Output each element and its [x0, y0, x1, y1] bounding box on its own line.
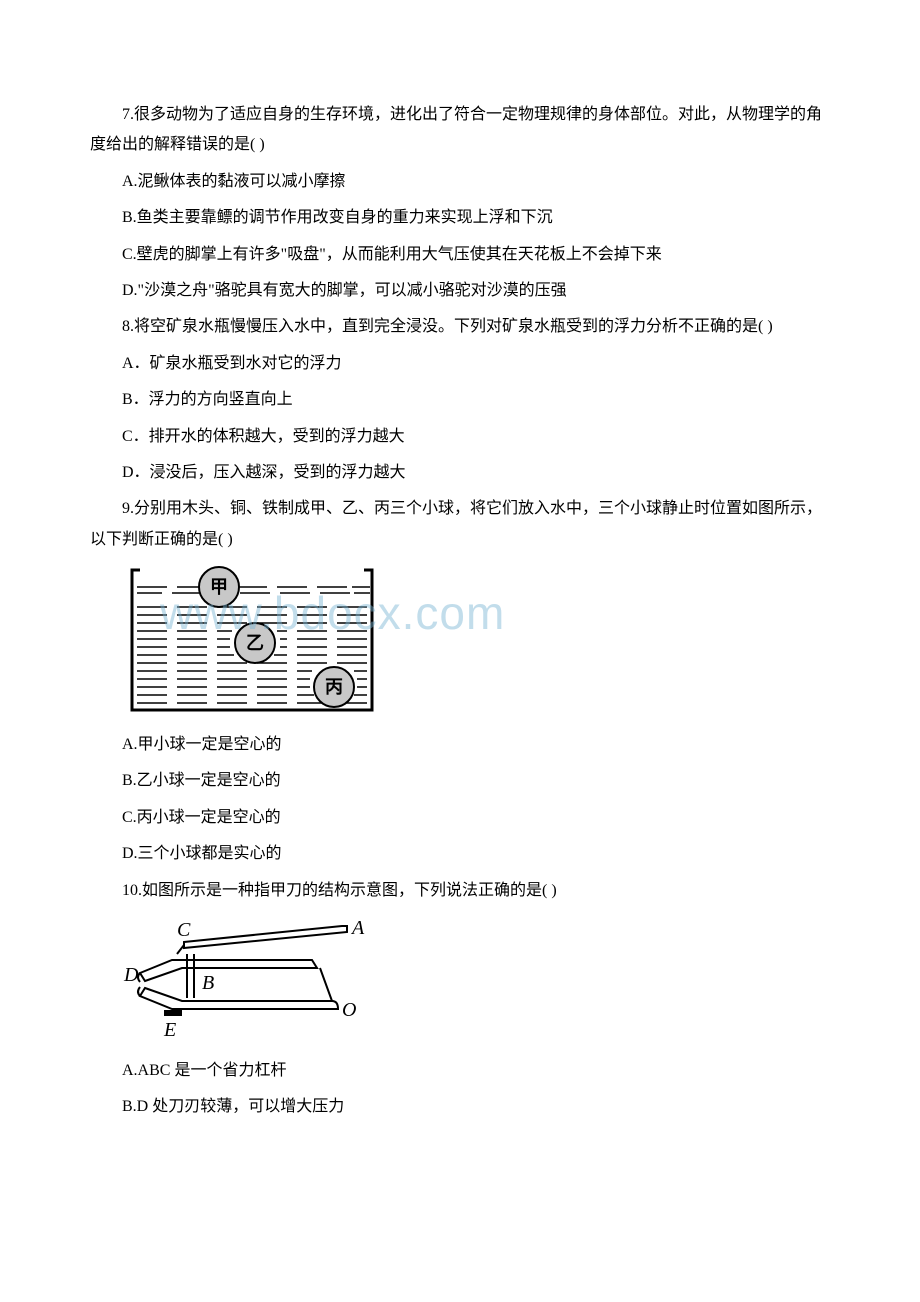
- q9-intro: 9.分别用木头、铜、铁制成甲、乙、丙三个小球，将它们放入水中，三个小球静止时位置…: [90, 494, 830, 555]
- q10-option-a: A.ABC 是一个省力杠杆: [90, 1056, 830, 1086]
- svg-text:C: C: [177, 919, 191, 941]
- q7-option-d: D."沙漠之舟"骆驼具有宽大的脚掌，可以减小骆驼对沙漠的压强: [90, 276, 830, 306]
- q10-option-b: B.D 处刀刃较薄，可以增大压力: [90, 1092, 830, 1122]
- q9-option-b: B.乙小球一定是空心的: [90, 766, 830, 796]
- q10-diagram: A C D B E O: [122, 916, 372, 1046]
- q7-option-a: A.泥鳅体表的黏液可以减小摩擦: [90, 167, 830, 197]
- q8-intro: 8.将空矿泉水瓶慢慢压入水中，直到完全浸没。下列对矿泉水瓶受到的浮力分析不正确的…: [90, 312, 830, 342]
- q8-option-b: B．浮力的方向竖直向上: [90, 385, 830, 415]
- q10-intro: 10.如图所示是一种指甲刀的结构示意图，下列说法正确的是( ): [90, 876, 830, 906]
- svg-text:丙: 丙: [325, 677, 343, 697]
- q9-option-c: C.丙小球一定是空心的: [90, 803, 830, 833]
- q8-option-d: D．浸没后，压入越深，受到的浮力越大: [90, 458, 830, 488]
- svg-text:B: B: [202, 972, 214, 994]
- q10-figure: A C D B E O: [90, 916, 830, 1046]
- q8-option-c: C．排开水的体积越大，受到的浮力越大: [90, 422, 830, 452]
- q9-option-a: A.甲小球一定是空心的: [90, 730, 830, 760]
- q7-option-b: B.鱼类主要靠鳔的调节作用改变自身的重力来实现上浮和下沉: [90, 203, 830, 233]
- svg-text:甲: 甲: [210, 577, 228, 597]
- q9-figure: www.bdocx.com: [90, 565, 830, 720]
- svg-text:乙: 乙: [246, 633, 264, 653]
- q9-diagram: 甲 乙 丙: [122, 565, 382, 720]
- q7-option-c: C.壁虎的脚掌上有许多"吸盘"，从而能利用大气压使其在天花板上不会掉下来: [90, 240, 830, 270]
- q7-intro: 7.很多动物为了适应自身的生存环境，进化出了符合一定物理规律的身体部位。对此，从…: [90, 100, 830, 161]
- svg-text:D: D: [123, 964, 139, 986]
- q8-option-a: A．矿泉水瓶受到水对它的浮力: [90, 349, 830, 379]
- svg-text:E: E: [163, 1019, 176, 1041]
- svg-text:O: O: [342, 999, 356, 1021]
- q9-option-d: D.三个小球都是实心的: [90, 839, 830, 869]
- svg-text:A: A: [350, 917, 365, 939]
